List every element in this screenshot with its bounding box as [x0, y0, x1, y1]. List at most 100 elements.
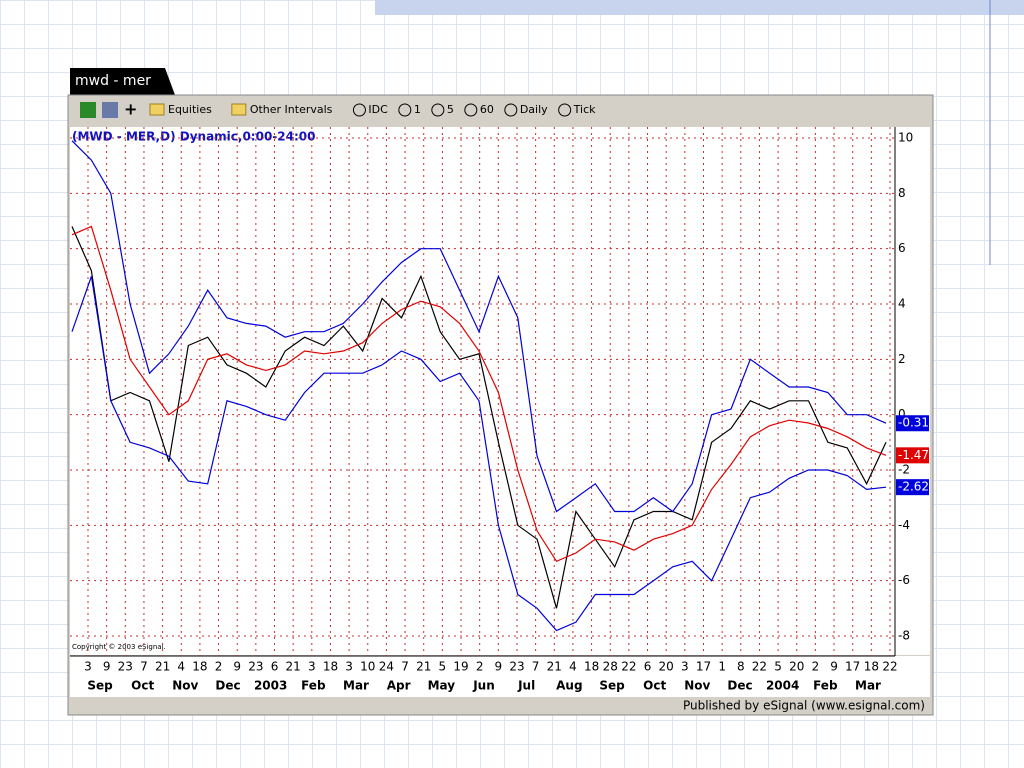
series-line: [71, 226, 887, 609]
x-tick-label: 9: [830, 660, 838, 674]
x-tick-label: 8: [737, 660, 745, 674]
x-tick-label: 24: [379, 660, 394, 674]
x-tick-label: 4: [569, 660, 577, 674]
toolbar-icon[interactable]: [80, 102, 96, 118]
y-tick-label: 0: [898, 407, 906, 421]
toolbar-item[interactable]: IDC: [368, 103, 388, 116]
y-tick-label: 6: [898, 241, 906, 255]
x-month-label: Aug: [556, 679, 582, 693]
x-tick-label: 2: [812, 660, 820, 674]
chart-title: (MWD - MER,D) Dynamic,0:00-24:00: [72, 130, 315, 144]
x-month-label: Mar: [855, 679, 881, 693]
y-tick-label: 10: [898, 131, 913, 145]
x-axis-area: [70, 656, 930, 697]
x-tick-label: 6: [644, 660, 652, 674]
x-tick-label: 3: [84, 660, 92, 674]
slide-stripe: [375, 0, 1024, 15]
last-value-box: [896, 415, 929, 432]
x-tick-label: 22: [621, 660, 636, 674]
x-tick-label: 21: [547, 660, 562, 674]
window-tab: [70, 68, 175, 95]
last-value-label: -2.62: [898, 480, 929, 494]
x-month-label: Jun: [472, 679, 495, 693]
x-month-label: 2004: [766, 679, 799, 693]
x-tick-label: 9: [495, 660, 503, 674]
toolbar-item[interactable]: 1: [414, 103, 421, 116]
series-line: [71, 276, 887, 632]
y-tick-label: 8: [898, 186, 906, 200]
x-month-label: Dec: [215, 679, 240, 693]
folder-icon: [149, 103, 165, 116]
x-tick-label: 7: [532, 660, 540, 674]
toolbar: Equities Other Intervals IDC 1 5 60 Daily Tick: [149, 103, 596, 117]
x-tick-label: 19: [453, 660, 468, 674]
interval-icon: [464, 103, 478, 117]
x-tick-label: 7: [140, 660, 148, 674]
x-tick-label: 7: [401, 660, 409, 674]
x-tick-label: 21: [416, 660, 431, 674]
interval-icon: [352, 103, 366, 117]
x-tick-label: 20: [659, 660, 674, 674]
toolbar-item[interactable]: 60: [480, 103, 494, 116]
x-month-label: Feb: [301, 679, 326, 693]
series-line: [71, 225, 887, 563]
y-tick-label: -4: [898, 518, 910, 532]
x-month-label: Oct: [131, 679, 154, 693]
x-month-label: May: [428, 679, 456, 693]
x-month-label: Nov: [684, 679, 710, 693]
x-tick-label: 6: [271, 660, 279, 674]
window-title: mwd - mer: [75, 73, 151, 89]
toolbar-plus[interactable]: +: [124, 100, 137, 119]
x-tick-label: 18: [584, 660, 599, 674]
interval-icon: [398, 103, 412, 117]
x-month-label: Apr: [387, 679, 411, 693]
x-tick-label: 1: [718, 660, 726, 674]
toolbar-item[interactable]: Other Intervals: [250, 103, 333, 116]
x-tick-label: 17: [845, 660, 860, 674]
last-value-box: [896, 447, 929, 464]
x-month-label: Nov: [172, 679, 198, 693]
toolbar-item[interactable]: 5: [447, 103, 454, 116]
interval-icon: [558, 103, 572, 117]
y-axis-area: [895, 127, 930, 655]
x-tick-label: 21: [155, 660, 170, 674]
x-tick-label: 4: [177, 660, 185, 674]
interval-icon: [431, 103, 445, 117]
x-month-label: Dec: [727, 679, 752, 693]
interval-icon: [504, 103, 518, 117]
x-tick-label: 23: [118, 660, 133, 674]
y-tick-label: -2: [898, 463, 910, 477]
y-tick-label: -8: [898, 629, 910, 643]
x-tick-label: 5: [439, 660, 447, 674]
x-tick-label: 28: [603, 660, 618, 674]
x-tick-label: 18: [323, 660, 338, 674]
copyright: Copyright © 2003 eSignal.: [72, 643, 166, 651]
x-tick-label: 10: [360, 660, 375, 674]
y-tick-label: -6: [898, 573, 910, 587]
toolbar-icon[interactable]: [102, 102, 118, 118]
x-tick-label: 20: [789, 660, 804, 674]
x-tick-label: 3: [681, 660, 689, 674]
x-month-label: Sep: [599, 679, 625, 693]
y-tick-label: 4: [898, 297, 906, 311]
x-tick-label: 22: [752, 660, 767, 674]
toolbar-item[interactable]: Tick: [573, 103, 596, 116]
last-value-label: -0.31: [898, 416, 929, 430]
folder-icon: [231, 103, 247, 116]
x-month-label: Oct: [643, 679, 666, 693]
x-month-label: Feb: [813, 679, 838, 693]
x-tick-label: 3: [308, 660, 316, 674]
plot-area: [70, 127, 895, 655]
toolbar-item[interactable]: Equities: [168, 103, 212, 116]
x-tick-label: 2: [476, 660, 484, 674]
x-tick-label: 3: [345, 660, 353, 674]
x-tick-label: 21: [286, 660, 301, 674]
x-tick-label: 9: [103, 660, 111, 674]
x-tick-label: 5: [774, 660, 782, 674]
toolbar-item[interactable]: Daily: [520, 103, 548, 116]
x-tick-label: 23: [248, 660, 263, 674]
x-month-label: Mar: [343, 679, 369, 693]
footer: Published by eSignal (www.esignal.com): [683, 699, 925, 713]
x-tick-label: 18: [864, 660, 879, 674]
